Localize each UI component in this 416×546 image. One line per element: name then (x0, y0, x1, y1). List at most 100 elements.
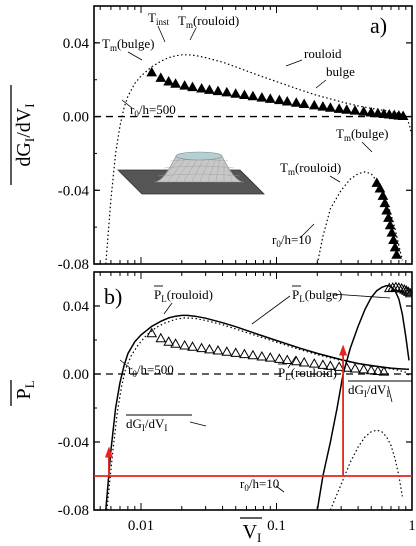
panel-a-series-2-point-5 (187, 81, 198, 92)
panel-a-series-2-point-26 (365, 106, 377, 117)
panel-a-series-area (105, 54, 412, 264)
svg-text:PL: PL (13, 380, 37, 399)
panel-b-series-2-line (316, 284, 410, 510)
panel-a-series-2-point-9 (221, 86, 233, 97)
panel-a-series-3-point-5 (383, 212, 394, 222)
panel-a-series-2-point-22 (333, 103, 345, 113)
annot-tm-bulge-right: Tm(bulge) (336, 126, 389, 143)
panel-b-series-4-point-4 (179, 339, 191, 350)
panel-a-series-0-line (105, 54, 412, 264)
annot-r0h-500-b: r0/h=500 (128, 362, 174, 379)
panel-a-series-2-point-15 (274, 94, 285, 105)
panel-b-series-4-point-19 (308, 358, 320, 368)
panel-a-series-3-point-6 (384, 219, 396, 230)
panel-a-series-2-point-4 (179, 80, 191, 90)
svg-text:VI: VI (243, 521, 262, 545)
panel-b-series-5-point-5 (399, 284, 410, 294)
panel-a-series-2-point-7 (204, 84, 215, 94)
panel-a-series-2-point-1 (155, 72, 167, 82)
panel-a-series-3-point-8 (388, 234, 399, 245)
panel-b-series-4-point-9 (221, 346, 233, 356)
panel-b-ytick-label-3: -0.08 (58, 503, 89, 519)
panel-b-series-5-point-0 (383, 282, 395, 293)
panel-b-series-4-point-13 (256, 350, 268, 361)
annot-r0h-500-a: r0/h=500 (130, 102, 176, 119)
panel-a-series-2-point-8 (212, 85, 224, 96)
panel-a-series-3-point-4 (381, 205, 393, 215)
annot-pl-rouloid-top: PL(rouloid) (154, 285, 213, 304)
panel-a-ytick-label-1: 0.00 (63, 110, 89, 126)
panel-a-series-2-point-3 (170, 78, 181, 88)
panel-b-series-5-point-6 (401, 285, 412, 295)
panel-a-series-3-point-2 (377, 190, 389, 200)
panel-b-ytick-label-2: -0.04 (58, 435, 90, 451)
panel-b-series-4-point-22 (333, 361, 345, 371)
annot-bulge: bulge (326, 64, 355, 79)
panel-a-series-3-point-9 (389, 241, 401, 252)
panel-b-frame (93, 271, 413, 511)
panel-b-series-5-point-8 (404, 287, 412, 298)
panel-a-ytick-label-0: 0.04 (63, 36, 90, 52)
surface-inset-illustration (117, 151, 265, 195)
panel-a-ytick-label-3: -0.08 (58, 257, 89, 273)
panel-b-series-4-point-17 (290, 355, 302, 366)
panel-b-series-4-point-1 (155, 332, 167, 343)
panel-b-series-4-point-28 (378, 366, 390, 376)
panel-b-series-3-line (329, 429, 403, 510)
panel-b-series-4-point-11 (239, 348, 250, 359)
annot-rouloid: rouloid (304, 46, 342, 61)
panel-a-series-3-point-10 (391, 249, 402, 259)
panel-b-series-4-point-6 (196, 342, 207, 353)
panel-b-series-5-point-1 (387, 282, 399, 292)
panel-a-annotations: Tinst Tm(rouloid) Tm(bulge) rouloid bulg… (102, 10, 389, 249)
svg-text:dGI/dVI: dGI/dVI (126, 416, 167, 433)
annot-tm-rouloid-top: Tm(rouloid) (178, 13, 239, 30)
panel-b-series-4-point-2 (163, 336, 175, 346)
svg-text:PL(rouloid): PL(rouloid) (154, 287, 213, 304)
panel-a-letter: a) (370, 13, 387, 38)
panel-a-series-2-point-16 (281, 95, 293, 106)
panel-b-series-4-point-15 (274, 353, 285, 363)
panel-a-series-2-point-21 (325, 102, 336, 112)
svg-text:dGI/dVI: dGI/dVI (348, 382, 389, 399)
panel-a-series-3-point-3 (379, 197, 391, 208)
panel-a-ylabel: dGI/dVI (10, 85, 37, 185)
panel-b-series-4-point-14 (264, 352, 276, 362)
panel-a-series-3-point-1 (374, 182, 386, 193)
annot-pl-rouloid-right: PL(rouloid) (278, 363, 337, 382)
panel-b-series-4-point-0 (146, 327, 158, 338)
panel-a-series-2-point-2 (163, 76, 175, 86)
annot-tm-rouloid-right: Tm(rouloid) (280, 160, 341, 177)
panel-a-series-2-point-17 (290, 97, 302, 107)
panel-b-series-4-point-5 (187, 341, 198, 351)
panel-b-series-4-point-26 (365, 364, 377, 375)
annot-dg-left: dGI/dVI (126, 414, 192, 433)
annot-r0h-10-a: r0/h=10 (272, 232, 311, 249)
panel-b-series-4-point-3 (170, 338, 181, 348)
panel-a-series-2-point-11 (239, 89, 250, 100)
panel-b-ylabel: PL (10, 380, 37, 406)
panel-a-series-2-point-13 (256, 92, 268, 102)
panel-a-series-3-point-7 (386, 227, 398, 237)
panel-b-xtick-label-0: 0.01 (128, 518, 154, 534)
panel-a-series-2-point-18 (298, 98, 310, 109)
svg-text:PL(bulge): PL(bulge) (292, 287, 342, 304)
panel-a-series-2-point-14 (264, 93, 276, 103)
panel-b-xlabel: VI (240, 517, 262, 545)
panel-b-series-5-point-4 (396, 282, 408, 293)
panel-a-series-2-point-0 (146, 66, 158, 77)
panel-a-ytick-label-2: -0.04 (58, 183, 90, 199)
panel-b-ytick-label-0: 0.04 (63, 299, 90, 315)
panel-a-series-2-point-12 (247, 90, 259, 101)
panel-a-series-2-point-27 (372, 107, 384, 118)
panel-b-series-4-point-20 (317, 359, 329, 369)
panel-b-annotations: PL(rouloid) PL(bulge) r0/h=500 PL(rouloi… (119, 285, 412, 493)
panel-a-series-2-point-19 (308, 99, 320, 110)
annot-tm-bulge-left: Tm(bulge) (102, 36, 155, 53)
panel-b-series-5-point-2 (390, 281, 402, 292)
panel-b-plot: 0.04 0.00 -0.04 -0.08 0.01 0.1 1 (58, 271, 416, 534)
panel-b-red-arrowhead-2 (339, 344, 348, 356)
panel-a-series-2-point-6 (196, 83, 207, 93)
panel-a-series-3-point-0 (371, 177, 383, 187)
